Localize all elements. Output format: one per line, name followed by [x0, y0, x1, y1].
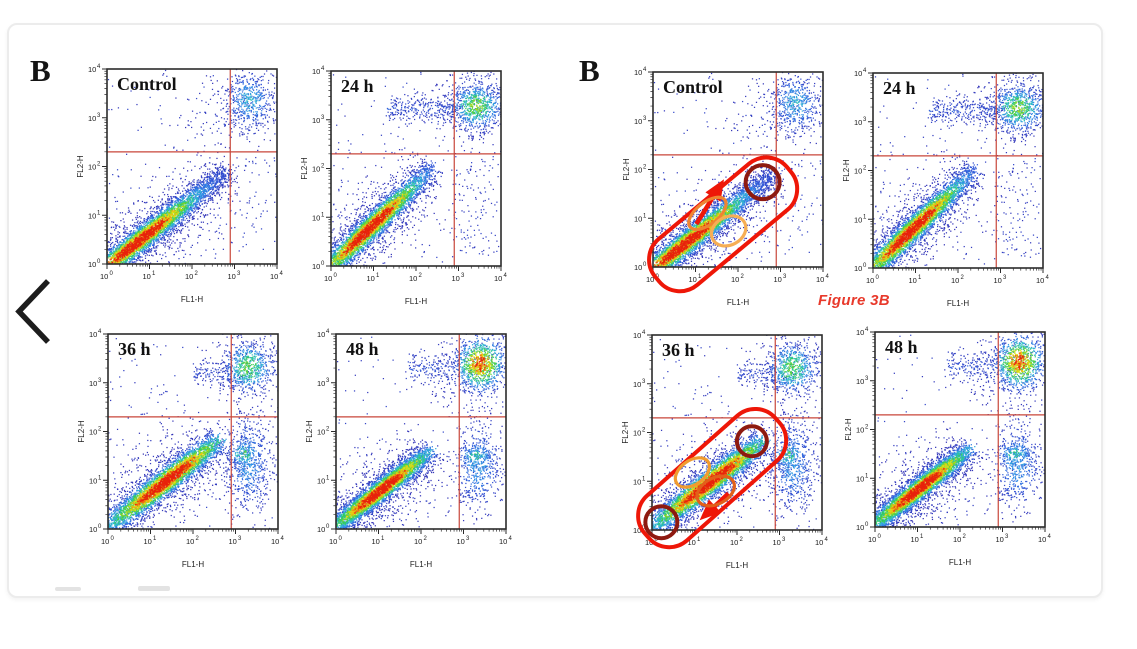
panel-label-b-right: B — [579, 53, 600, 88]
flow-plot-left-24h: 24 h — [295, 61, 529, 313]
plot-title: Control — [117, 74, 177, 94]
scatter-canvas — [300, 324, 534, 576]
plot-title: 36 h — [662, 340, 695, 360]
page-artifact — [55, 587, 81, 591]
scatter-canvas — [839, 322, 1073, 574]
plot-title: 36 h — [118, 339, 151, 359]
flow-plot-right-24h: 24 h — [837, 63, 1071, 315]
chevron-left-icon — [15, 279, 50, 344]
scatter-canvas — [72, 324, 306, 576]
scatter-canvas — [837, 63, 1071, 315]
figure-caption: Figure 3B — [818, 292, 890, 309]
plot-title: 48 h — [885, 337, 918, 357]
flow-plot-left-36h: 36 h — [72, 324, 306, 576]
flow-plot-left-control: Control — [71, 59, 305, 311]
scatter-canvas — [71, 59, 305, 311]
flow-plot-left-48h: 48 h — [300, 324, 534, 576]
scatter-canvas — [616, 325, 850, 577]
flow-plot-right-48h: 48 h — [839, 322, 1073, 574]
plot-title: Control — [663, 77, 723, 97]
plot-title: 24 h — [883, 78, 916, 98]
flow-plot-right-36h: 36 h — [616, 325, 850, 577]
plot-title: 24 h — [341, 76, 374, 96]
scatter-canvas — [295, 61, 529, 313]
flow-plot-right-control: Control — [617, 62, 851, 314]
previous-arrow-button[interactable] — [10, 276, 58, 348]
page-artifact — [138, 586, 170, 591]
scatter-canvas — [617, 62, 851, 314]
panel-label-b-left: B — [30, 53, 51, 88]
plot-title: 48 h — [346, 339, 379, 359]
